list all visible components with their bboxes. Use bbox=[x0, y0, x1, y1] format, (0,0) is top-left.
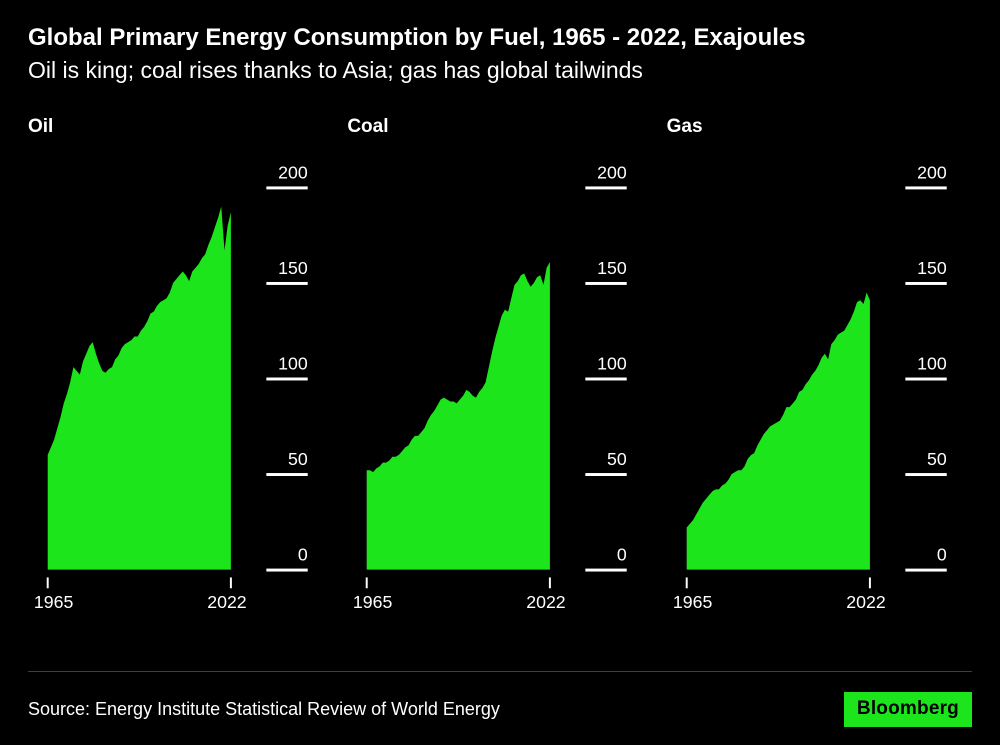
y-tick-label: 50 bbox=[927, 449, 947, 469]
y-tick-label: 200 bbox=[597, 163, 627, 183]
y-tick-label: 0 bbox=[937, 545, 947, 565]
y-tick-label: 100 bbox=[917, 354, 947, 374]
y-tick-label: 100 bbox=[597, 354, 627, 374]
y-tick-line bbox=[266, 186, 308, 190]
y-tick-line bbox=[266, 377, 308, 381]
x-tick-label-start: 1965 bbox=[353, 592, 393, 612]
x-tick-label-start: 1965 bbox=[673, 592, 713, 612]
panel-label-gas: Gas bbox=[666, 116, 703, 138]
header: Global Primary Energy Consumption by Fue… bbox=[28, 16, 972, 86]
y-tick-label: 0 bbox=[617, 545, 627, 565]
panel-label-oil: Oil bbox=[28, 116, 54, 138]
bloomberg-logo: Bloomberg bbox=[843, 692, 972, 727]
x-tick-line bbox=[685, 577, 688, 589]
x-tick-line bbox=[549, 577, 552, 589]
y-tick-line bbox=[905, 377, 947, 381]
oil-area-chart: 200 150 100 50 0 1965 2022 bbox=[34, 163, 308, 612]
x-tick-line bbox=[229, 577, 232, 589]
panel-coal: Coal 200 150 100 50 0 1965 2022 bbox=[347, 116, 652, 663]
y-tick-label: 50 bbox=[607, 449, 627, 469]
y-tick-line bbox=[585, 377, 628, 381]
coal-area bbox=[367, 262, 551, 570]
y-tick-line bbox=[905, 186, 947, 190]
y-tick-line bbox=[585, 568, 628, 572]
chart-title: Global Primary Energy Consumption by Fue… bbox=[28, 24, 806, 51]
footer: Source: Energy Institute Statistical Rev… bbox=[28, 671, 972, 727]
x-tick-line bbox=[46, 577, 49, 589]
y-tick-label: 50 bbox=[288, 449, 308, 469]
panel-label-coal: Coal bbox=[347, 116, 389, 138]
chart-subtitle: Oil is king; coal rises thanks to Asia; … bbox=[28, 57, 643, 84]
y-tick-line bbox=[266, 282, 308, 286]
x-tick-label-start: 1965 bbox=[34, 592, 74, 612]
gas-area-chart: 200 150 100 50 0 1965 2022 bbox=[673, 163, 947, 612]
x-tick-label-end: 2022 bbox=[527, 592, 566, 612]
y-tick-line bbox=[585, 186, 628, 190]
x-tick-line bbox=[366, 577, 369, 589]
y-tick-label: 200 bbox=[917, 163, 947, 183]
y-tick-label: 100 bbox=[278, 354, 308, 374]
small-multiples: Oil 200 150 100 50 0 1965 2022 Coal 200 150 100 5… bbox=[28, 116, 972, 663]
y-tick-line bbox=[905, 282, 947, 286]
source-note: Source: Energy Institute Statistical Rev… bbox=[28, 699, 500, 720]
y-tick-label: 200 bbox=[278, 163, 308, 183]
x-tick-line bbox=[868, 577, 871, 589]
y-tick-label: 150 bbox=[597, 258, 627, 278]
oil-area bbox=[47, 206, 231, 570]
x-tick-label-end: 2022 bbox=[846, 592, 885, 612]
panel-gas: Gas 200 150 100 50 0 1965 2022 bbox=[667, 116, 972, 663]
y-tick-line bbox=[905, 568, 947, 572]
coal-area-chart: 200 150 100 50 0 1965 2022 bbox=[353, 163, 628, 612]
y-tick-line bbox=[585, 473, 628, 477]
y-tick-label: 150 bbox=[278, 258, 308, 278]
y-tick-line bbox=[905, 473, 947, 477]
x-tick-label-end: 2022 bbox=[207, 592, 246, 612]
y-tick-line bbox=[585, 282, 628, 286]
panel-oil: Oil 200 150 100 50 0 1965 2022 bbox=[28, 116, 333, 663]
y-tick-label: 0 bbox=[298, 545, 308, 565]
gas-area bbox=[686, 292, 870, 570]
y-tick-line bbox=[266, 473, 308, 477]
y-tick-line bbox=[266, 568, 308, 572]
y-tick-label: 150 bbox=[917, 258, 947, 278]
